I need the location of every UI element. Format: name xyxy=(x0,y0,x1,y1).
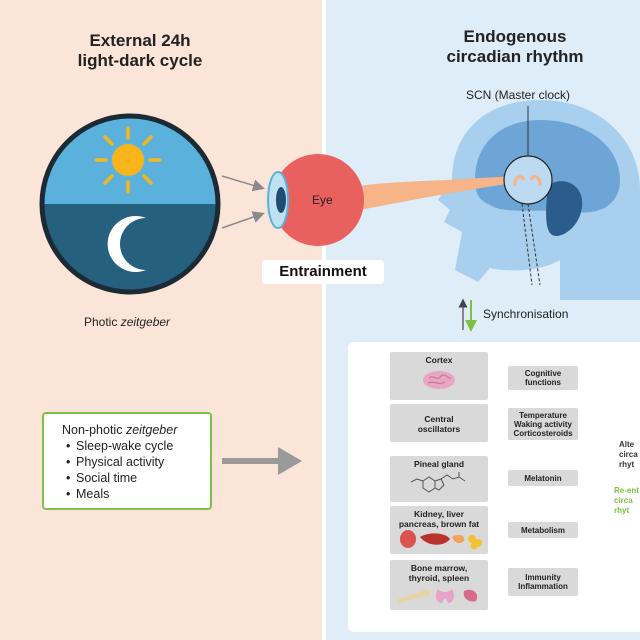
output-line: Melatonin xyxy=(524,473,562,483)
organs-icon xyxy=(400,530,482,550)
nonphotic-arrow xyxy=(222,447,302,475)
output-line: Corticosteroids xyxy=(513,428,573,438)
endogenous-rhythm-heading: Endogenous circadian rhythm xyxy=(400,27,630,67)
external-cycle-heading: External 24h light-dark cycle xyxy=(20,31,260,71)
organ-line: oscillators xyxy=(417,424,461,434)
output-box-metabolism: Metabolism xyxy=(508,522,578,538)
external-cycle-background xyxy=(0,0,322,640)
organ-box-kidney-liver: Kidney, liver pancreas, brown fat xyxy=(390,506,488,554)
output-line: Temperature xyxy=(519,410,567,420)
nonphotic-zeitgeber-box: Non-photic zeitgeber Sleep-wake cycle Ph… xyxy=(42,412,212,510)
organ-line: Pineal gland xyxy=(413,459,465,469)
optic-nerve xyxy=(340,176,520,214)
moon-icon xyxy=(107,216,146,272)
output-box-temperature: Temperature Waking activity Corticostero… xyxy=(508,408,578,440)
light-arrow-top xyxy=(221,175,265,192)
nonphotic-list: Sleep-wake cycle Physical activity Socia… xyxy=(62,438,210,502)
output-line: Cognitive xyxy=(524,369,562,378)
output-line: Metabolism xyxy=(520,525,565,535)
external-heading-line2: light-dark cycle xyxy=(77,51,203,70)
output-line: Waking activity xyxy=(514,419,572,429)
section-divider xyxy=(322,0,326,640)
bone-thyroid-spleen-icon xyxy=(397,589,478,604)
altered-rhythm-label: Alte circa rhyt xyxy=(619,440,638,470)
organ-line: Bone marrow, xyxy=(410,563,468,573)
list-item: Meals xyxy=(66,486,210,502)
endogenous-heading-line1: Endogenous xyxy=(463,27,567,46)
photic-zeitgeber-label: Photic zeitgeber xyxy=(84,315,170,329)
nonphotic-title: Non-photic zeitgeber xyxy=(62,422,210,438)
output-box-cognitive: Cognitive functions xyxy=(508,366,578,390)
reentrained-line: rhyt xyxy=(614,506,630,515)
output-line: Immunity xyxy=(525,573,561,582)
brain-icon xyxy=(423,371,455,389)
eye-label: Eye xyxy=(312,193,333,207)
scn-master-clock-icon xyxy=(503,106,553,286)
melatonin-molecule-icon xyxy=(410,472,466,493)
eye-icon xyxy=(267,154,364,246)
output-line: functions xyxy=(525,378,561,387)
organ-line: Central xyxy=(424,414,454,424)
sun-icon xyxy=(94,126,162,194)
list-item: Physical activity xyxy=(66,454,210,470)
reentrained-line: circa xyxy=(614,496,633,505)
organ-line: thyroid, spleen xyxy=(408,573,470,583)
organ-box-cortex: Cortex xyxy=(390,352,488,400)
reentrained-rhythm-label: Re-ent circa rhyt xyxy=(614,486,639,516)
organ-box-bone-marrow: Bone marrow, thyroid, spleen xyxy=(390,560,488,610)
output-box-melatonin: Melatonin xyxy=(508,470,578,486)
organ-box-pineal-gland: Pineal gland xyxy=(390,456,488,502)
output-box-immunity: Immunity Inflammation xyxy=(508,568,578,596)
entrainment-label: Entrainment xyxy=(262,260,384,284)
output-line: Inflammation xyxy=(518,582,568,591)
altered-line: circa xyxy=(619,450,638,459)
synchronisation-label: Synchronisation xyxy=(483,307,569,321)
organ-box-central-oscillators: Central oscillators xyxy=(390,404,488,442)
scn-label: SCN (Master clock) xyxy=(466,88,571,102)
endogenous-heading-line2: circadian rhythm xyxy=(446,47,584,66)
external-heading-line1: External 24h xyxy=(89,31,191,50)
light-arrow-bottom xyxy=(221,211,265,229)
altered-line: rhyt xyxy=(619,460,635,469)
photic-italic: zeitgeber xyxy=(120,315,171,329)
nonphotic-prefix: Non-photic xyxy=(62,423,126,437)
organ-line: Kidney, liver xyxy=(414,509,464,519)
list-item: Social time xyxy=(66,470,210,486)
nonphotic-italic: zeitgeber xyxy=(125,423,178,437)
organ-line: pancreas, brown fat xyxy=(398,519,480,529)
altered-line: Alte xyxy=(619,440,635,449)
list-item: Sleep-wake cycle xyxy=(66,438,210,454)
photic-prefix: Photic xyxy=(84,315,121,329)
organ-line: Cortex xyxy=(425,355,453,365)
reentrained-line: Re-ent xyxy=(614,486,639,495)
